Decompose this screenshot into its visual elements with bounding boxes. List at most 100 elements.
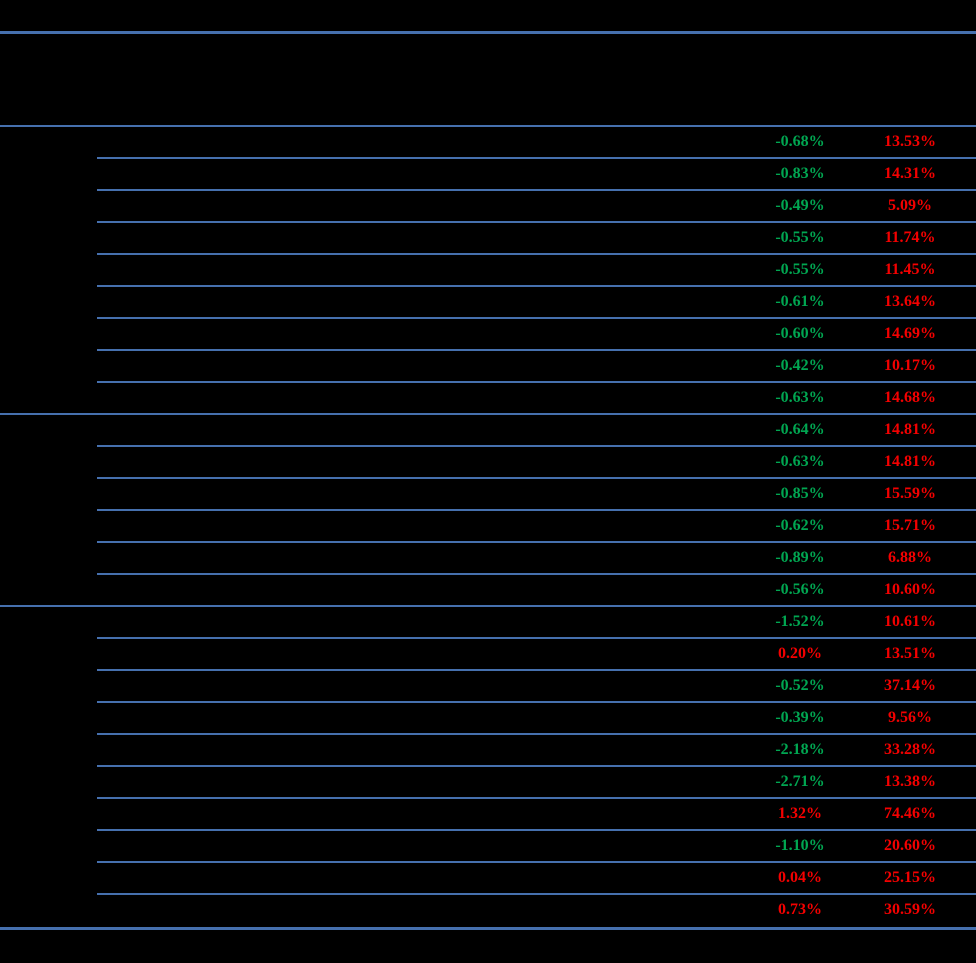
pct-cell-2: 6.88%	[888, 549, 932, 566]
table-row: -0.61% 13.64%	[0, 287, 976, 319]
table-row: -0.83% 14.31%	[0, 159, 976, 191]
pct-cell-2: 13.53%	[884, 133, 936, 150]
row-divider	[97, 829, 976, 831]
row-divider	[97, 157, 976, 159]
pct-cell-2: 13.51%	[884, 645, 936, 662]
pct-cell-1: -0.55%	[775, 229, 825, 246]
table-row: -0.39% 9.56%	[0, 703, 976, 735]
pct-cell-1: -1.52%	[775, 613, 825, 630]
pct-cell-2: 11.45%	[884, 261, 936, 278]
pct-cell-2: 30.59%	[884, 901, 936, 918]
pct-cell-1: -0.60%	[775, 325, 825, 342]
pct-cell-1: 0.04%	[778, 869, 822, 886]
pct-cell-2: 20.60%	[884, 837, 936, 854]
table-row: -0.64% 14.81%	[0, 415, 976, 447]
pct-cell-2: 74.46%	[884, 805, 936, 822]
row-divider	[97, 797, 976, 799]
top-margin	[0, 0, 976, 31]
pct-cell-1: -1.10%	[775, 837, 825, 854]
table-row: -1.10% 20.60%	[0, 831, 976, 863]
table-row: -0.49% 5.09%	[0, 191, 976, 223]
pct-cell-2: 25.15%	[884, 869, 936, 886]
pct-cell-2: 13.64%	[884, 293, 936, 310]
table-row: -0.63% 14.68%	[0, 383, 976, 415]
row-divider	[97, 189, 976, 191]
pct-cell-2: 15.59%	[884, 485, 936, 502]
row-divider	[97, 349, 976, 351]
pct-cell-1: -0.89%	[775, 549, 825, 566]
pct-cell-2: 10.61%	[884, 613, 936, 630]
pct-cell-1: -0.42%	[775, 357, 825, 374]
top-rule	[0, 31, 976, 34]
table-row: 1.32% 74.46%	[0, 799, 976, 831]
row-divider	[97, 893, 976, 895]
pct-cell-1: -0.39%	[775, 709, 825, 726]
table-row: -0.55% 11.45%	[0, 255, 976, 287]
pct-cell-1: -0.49%	[775, 197, 825, 214]
pct-cell-1: -0.55%	[775, 261, 825, 278]
row-divider	[97, 573, 976, 575]
pct-cell-2: 37.14%	[884, 677, 936, 694]
pct-cell-1: -0.85%	[775, 485, 825, 502]
pct-cell-2: 14.68%	[884, 389, 936, 406]
row-divider	[97, 445, 976, 447]
pct-cell-2: 11.74%	[884, 229, 936, 246]
report-header	[0, 34, 976, 125]
row-divider	[97, 765, 976, 767]
pct-cell-2: 5.09%	[888, 197, 932, 214]
pct-cell-1: -2.71%	[775, 773, 825, 790]
pct-cell-1: -2.18%	[775, 741, 825, 758]
pct-cell-2: 15.71%	[884, 517, 936, 534]
row-divider	[97, 221, 976, 223]
row-divider	[97, 317, 976, 319]
pct-cell-2: 14.81%	[884, 453, 936, 470]
group-divider	[0, 413, 976, 415]
pct-cell-1: -0.62%	[775, 517, 825, 534]
table-row: -2.71% 13.38%	[0, 767, 976, 799]
pct-cell-1: -0.83%	[775, 165, 825, 182]
table-row: 0.20% 13.51%	[0, 639, 976, 671]
pct-cell-1: -0.61%	[775, 293, 825, 310]
row-divider	[97, 541, 976, 543]
pct-cell-2: 33.28%	[884, 741, 936, 758]
row-divider	[97, 477, 976, 479]
table-row: 0.73% 30.59%	[0, 895, 976, 927]
pct-cell-2: 14.81%	[884, 421, 936, 438]
table-row: -0.60% 14.69%	[0, 319, 976, 351]
pct-cell-1: -0.68%	[775, 133, 825, 150]
pct-cell-1: 1.32%	[778, 805, 822, 822]
row-divider	[97, 701, 976, 703]
table-row: -1.52% 10.61%	[0, 607, 976, 639]
pct-cell-2: 14.69%	[884, 325, 936, 342]
pct-cell-1: -0.63%	[775, 389, 825, 406]
table-row: -0.55% 11.74%	[0, 223, 976, 255]
pct-cell-1: -0.56%	[775, 581, 825, 598]
group-divider	[0, 605, 976, 607]
pct-cell-2: 10.60%	[884, 581, 936, 598]
pct-cell-1: -0.64%	[775, 421, 825, 438]
row-divider	[97, 637, 976, 639]
table-row: -0.62% 15.71%	[0, 511, 976, 543]
row-divider	[97, 509, 976, 511]
table-row: -2.18% 33.28%	[0, 735, 976, 767]
table-row: 0.04% 25.15%	[0, 863, 976, 895]
performance-table: -0.68% 13.53% -0.83% 14.31% -0.49% 5.09%…	[0, 127, 976, 927]
pct-cell-1: -0.63%	[775, 453, 825, 470]
pct-cell-2: 9.56%	[888, 709, 932, 726]
table-row: -0.42% 10.17%	[0, 351, 976, 383]
table-row: -0.85% 15.59%	[0, 479, 976, 511]
table-row: -0.52% 37.14%	[0, 671, 976, 703]
row-divider	[97, 733, 976, 735]
row-divider	[97, 285, 976, 287]
pct-cell-1: -0.52%	[775, 677, 825, 694]
bottom-rule	[0, 927, 976, 930]
table-header-rule	[0, 125, 976, 127]
row-divider	[97, 861, 976, 863]
table-row: -0.89% 6.88%	[0, 543, 976, 575]
table-row: -0.63% 14.81%	[0, 447, 976, 479]
table-row: -0.68% 13.53%	[0, 127, 976, 159]
pct-cell-2: 14.31%	[884, 165, 936, 182]
pct-cell-1: 0.20%	[778, 645, 822, 662]
row-divider	[97, 669, 976, 671]
